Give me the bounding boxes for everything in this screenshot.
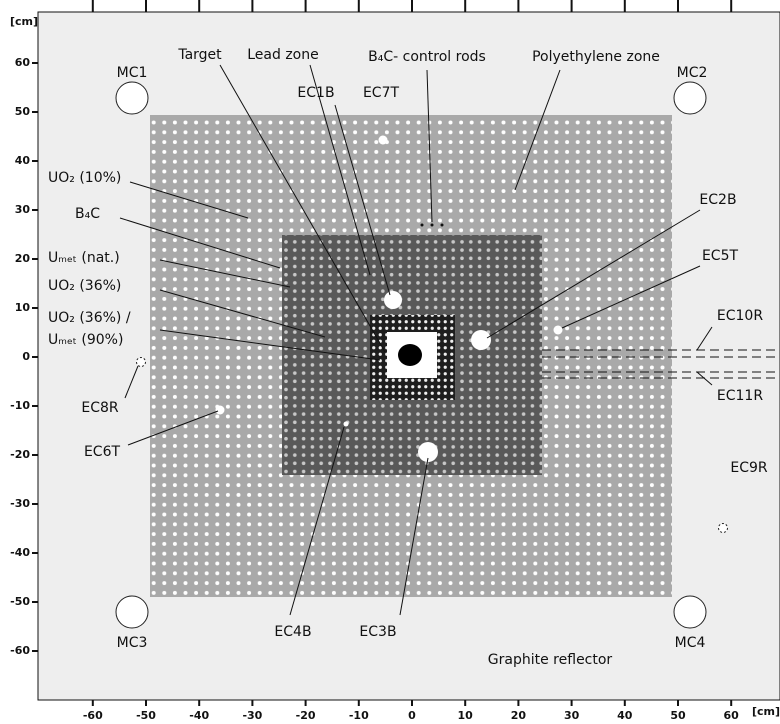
x-tick-label: -30 — [242, 709, 262, 722]
label: MC3 — [117, 635, 148, 651]
x-unit: [cm] — [752, 705, 780, 718]
label: EC7T — [363, 85, 400, 101]
label: EC4B — [274, 624, 311, 640]
label: Uₘₑₜ (nat.) — [48, 250, 120, 266]
label: Lead zone — [247, 47, 318, 63]
label: UO₂ (36%) / — [48, 310, 131, 326]
label: EC6T — [84, 444, 121, 460]
label: EC9R — [730, 460, 768, 476]
y-tick-label: -30 — [10, 497, 30, 510]
label: UO₂ (36%) — [48, 278, 121, 294]
x-tick-label: 10 — [458, 709, 474, 722]
x-tick-label: 40 — [617, 709, 633, 722]
y-tick-label: -50 — [10, 595, 30, 608]
label: EC8R — [81, 400, 119, 416]
x-tick-label: -50 — [136, 709, 156, 722]
x-tick-label: 30 — [564, 709, 580, 722]
label: B₄C- control rods — [368, 49, 486, 65]
y-tick-label: -10 — [10, 399, 30, 412]
label: MC2 — [677, 65, 708, 81]
label: EC10R — [717, 308, 763, 324]
label: MC4 — [675, 635, 706, 651]
x-tick-label: -40 — [189, 709, 209, 722]
y-tick-label: 60 — [15, 56, 31, 69]
x-tick-label: 50 — [670, 709, 686, 722]
x-tick-label: 0 — [408, 709, 416, 722]
core-diagram: [cm] [cm] Target Lead zone B₄C- control … — [0, 0, 780, 724]
x-tick-label: -60 — [83, 709, 103, 722]
label: EC11R — [717, 388, 763, 404]
label: Polyethylene zone — [532, 49, 660, 65]
y-tick-label: 10 — [15, 301, 31, 314]
label: Uₘₑₜ (90%) — [48, 332, 123, 348]
label: EC1B — [297, 85, 334, 101]
label: UO₂ (10%) — [48, 170, 121, 186]
label: Graphite reflector — [488, 652, 613, 668]
target — [398, 344, 422, 366]
label: EC2B — [699, 192, 736, 208]
y-tick-label: -40 — [10, 546, 30, 559]
x-tick-label: -10 — [349, 709, 369, 722]
x-tick-label: -20 — [296, 709, 316, 722]
x-tick-label: 20 — [511, 709, 527, 722]
label: B₄C — [75, 206, 100, 222]
label: Target — [177, 47, 222, 63]
y-tick-label: 0 — [22, 350, 30, 363]
y-tick-label: 40 — [15, 154, 31, 167]
y-tick-label: 30 — [15, 203, 31, 216]
y-tick-label: -20 — [10, 448, 30, 461]
y-tick-label: 50 — [15, 105, 31, 118]
label: EC3B — [359, 624, 396, 640]
label: MC1 — [117, 65, 148, 81]
y-tick-label: -60 — [10, 644, 30, 657]
y-unit: [cm] — [10, 15, 38, 28]
y-tick-label: 20 — [15, 252, 31, 265]
x-tick-label: 60 — [724, 709, 740, 722]
label: EC5T — [702, 248, 739, 264]
